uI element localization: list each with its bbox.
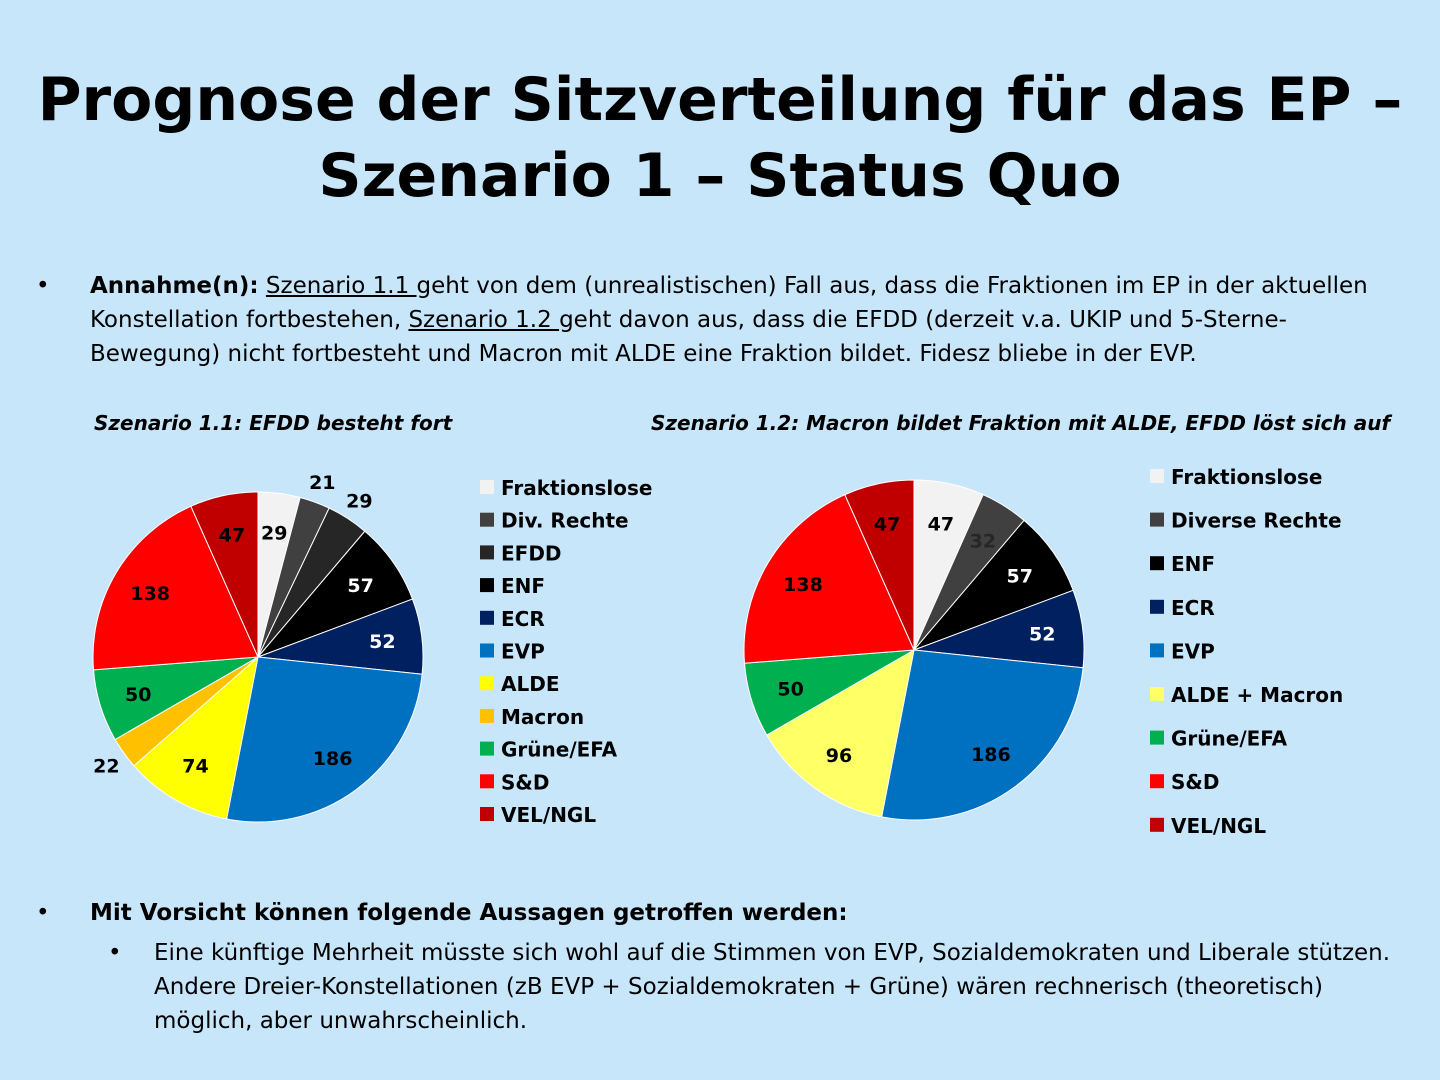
chart1-legend-swatch-alde	[480, 676, 494, 691]
chart1-legend-swatch-s-d	[480, 774, 494, 789]
chart2-value-vel-ngl: 47	[874, 514, 900, 536]
chart1-legend-swatch-ecr	[480, 610, 494, 625]
chart1-value-s-d: 138	[130, 583, 170, 605]
chart2-legend-swatch-s-d	[1150, 774, 1164, 789]
title-line-2: Szenario 1 – Status Quo	[318, 141, 1122, 211]
chart1-value-enf: 57	[347, 575, 373, 597]
chart2-legend-s-d: S&D	[1171, 770, 1219, 794]
chart1-legend-div-rechte: Div. Rechte	[501, 509, 629, 533]
chart2-slice-alde-macron	[766, 649, 915, 818]
chart2-legend-alde-macron: ALDE + Macron	[1171, 683, 1343, 707]
chart1-value-efdd: 29	[346, 491, 372, 513]
chart2-value-enf: 57	[1006, 566, 1032, 588]
chart2-legend-fraktionslose: Fraktionslose	[1171, 465, 1322, 489]
chart2-value-ecr: 52	[1029, 624, 1055, 646]
chart2-value-diverse-rechte: 32	[970, 531, 996, 553]
chart1-legend-fraktionslose: Fraktionslose	[501, 476, 652, 500]
title-line-1: Prognose der Sitzverteilung für das EP –	[37, 65, 1403, 135]
chart2-legend-swatch-gr-ne-efa	[1150, 730, 1164, 745]
chart1-legend-alde: ALDE	[501, 672, 560, 696]
chart2-legend-vel-ngl: VEL/NGL	[1171, 814, 1266, 838]
chart1-value-vel-ngl: 47	[219, 524, 245, 546]
chart2-legend-swatch-enf	[1150, 556, 1164, 571]
chart1-legend-swatch-macron	[480, 708, 494, 723]
chart2-legend-swatch-diverse-rechte	[1150, 512, 1164, 527]
chart2-legend-gr-ne-efa: Grüne/EFA	[1171, 727, 1288, 751]
scenario-1-1-link[interactable]: Szenario 1.1	[265, 273, 417, 299]
chart2-legend-diverse-rechte: Diverse Rechte	[1171, 509, 1342, 533]
chart1-legend-enf: ENF	[501, 574, 545, 598]
chart1-legend-swatch-div-rechte	[480, 512, 494, 527]
bullet-marker: •	[36, 273, 50, 299]
chart2-legend-evp: EVP	[1171, 639, 1215, 663]
assumption-text-2: geht davon aus, dass die EFDD (derzeit v…	[90, 307, 1287, 367]
assumption-bullet: • Annahme(n): Szenario 1.1 geht von dem …	[36, 269, 1416, 371]
chart2-legend-enf: ENF	[1171, 552, 1215, 576]
chart1-legend-macron: Macron	[501, 705, 584, 729]
chart1-value-gr-ne-efa: 50	[125, 684, 151, 706]
bullet-marker: •	[36, 900, 50, 926]
chart2-value-fraktionslose: 47	[928, 514, 954, 536]
chart-2-title: Szenario 1.2: Macron bildet Fraktion mit…	[651, 411, 1391, 435]
chart1-slice-s-d	[92, 505, 259, 671]
chart2-value-evp: 186	[971, 744, 1011, 766]
chart1-value-macron: 22	[93, 756, 119, 778]
chart1-value-alde: 74	[182, 756, 208, 778]
chart1-slice-alde	[133, 655, 259, 820]
assumption-label: Annahme(n):	[90, 273, 259, 299]
scenario-1-2-link[interactable]: Szenario 1.2	[408, 307, 560, 333]
chart2-legend-swatch-ecr	[1150, 599, 1164, 614]
page-title: Prognose der Sitzverteilung für das EP –…	[0, 62, 1440, 214]
chart1-slice-vel-ngl	[190, 491, 259, 658]
chart2-slice-s-d	[743, 494, 915, 664]
chart1-legend-efdd: EFDD	[501, 541, 562, 565]
chart2-slice-evp	[881, 649, 1084, 821]
chart2-legend-swatch-fraktionslose	[1150, 469, 1164, 483]
chart1-legend-swatch-fraktionslose	[480, 480, 494, 494]
assumption-text-1: geht von dem (unrealistischen) Fall aus,…	[90, 273, 1368, 333]
chart1-value-fraktionslose: 29	[261, 523, 287, 545]
chart1-legend-swatch-efdd	[480, 545, 494, 560]
chart2-value-alde-macron: 96	[826, 745, 852, 767]
chart1-legend-swatch-vel-ngl	[480, 807, 494, 821]
chart2-slice-vel-ngl	[844, 479, 915, 651]
conclusion-heading: Mit Vorsicht können folgende Aussagen ge…	[90, 900, 848, 926]
conclusion-bullet: • Mit Vorsicht können folgende Aussagen …	[36, 896, 1416, 930]
chart1-legend-ecr: ECR	[501, 607, 545, 631]
chart1-legend-swatch-evp	[480, 643, 494, 658]
chart2-legend-swatch-evp	[1150, 643, 1164, 658]
chart2-legend-ecr: ECR	[1171, 596, 1215, 620]
chart1-legend-gr-ne-efa: Grüne/EFA	[501, 738, 618, 762]
chart2-legend-swatch-vel-ngl	[1150, 817, 1164, 832]
chart1-value-div-rechte: 21	[309, 472, 335, 494]
chart1-legend-s-d: S&D	[501, 770, 549, 794]
chart2-value-s-d: 138	[783, 574, 823, 596]
conclusion-sub-bullet: • Eine künftige Mehrheit müsste sich woh…	[108, 936, 1398, 1038]
chart1-legend-evp: EVP	[501, 640, 545, 664]
chart2-value-gr-ne-efa: 50	[777, 678, 803, 700]
chart1-value-evp: 186	[313, 748, 353, 770]
chart1-legend-swatch-gr-ne-efa	[480, 741, 494, 756]
chart2-legend-swatch-alde-macron	[1150, 687, 1164, 701]
chart1-slice-evp	[225, 656, 423, 823]
chart-1-title: Szenario 1.1: EFDD besteht fort	[94, 411, 453, 435]
sub-bullet-marker: •	[108, 940, 122, 966]
chart1-value-ecr: 52	[369, 631, 395, 653]
chart1-legend-vel-ngl: VEL/NGL	[501, 803, 596, 827]
chart1-legend-swatch-enf	[480, 578, 494, 593]
conclusion-text: Eine künftige Mehrheit müsste sich wohl …	[154, 940, 1391, 1034]
